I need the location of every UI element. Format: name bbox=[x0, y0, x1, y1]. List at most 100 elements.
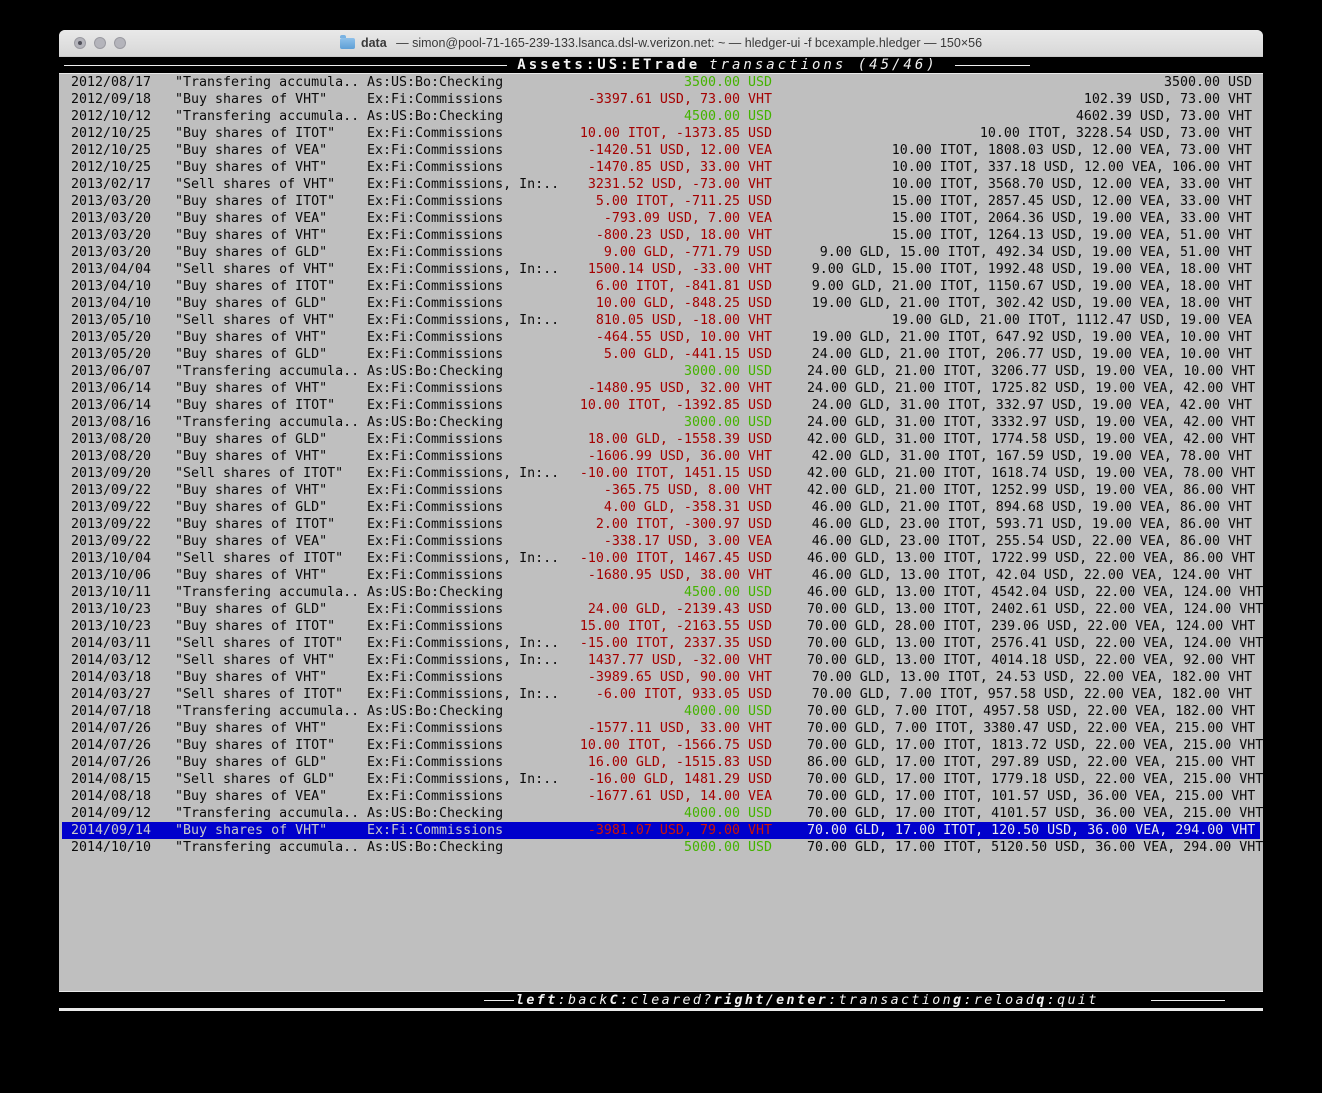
transaction-row[interactable]: 2013/09/22 "Buy shares of VHT" Ex:Fi:Commi… bbox=[59, 482, 1263, 499]
transaction-description: "Buy shares of VHT" bbox=[175, 670, 328, 685]
transaction-row[interactable]: 2013/06/07 "Transfering accumula.. As:US:B… bbox=[59, 363, 1263, 380]
transaction-running-balance: 10.00 ITOT, 1808.03 USD, 12.00 VEA, 73.0… bbox=[891, 143, 1252, 158]
transaction-row[interactable]: 2013/10/06 "Buy shares of VHT" Ex:Fi:Commi… bbox=[59, 567, 1263, 584]
transaction-running-balance: 46.00 GLD, 13.00 ITOT, 1722.99 USD, 22.0… bbox=[807, 551, 1256, 566]
close-button[interactable] bbox=[74, 37, 86, 49]
transaction-row[interactable]: 2013/09/22 "Buy shares of VEA" Ex:Fi:Commi… bbox=[59, 533, 1263, 550]
transaction-row[interactable]: 2012/10/25 "Buy shares of ITOT" Ex:Fi:Comm… bbox=[59, 125, 1263, 142]
transaction-row[interactable]: 2014/03/18 "Buy shares of VHT" Ex:Fi:Commi… bbox=[59, 669, 1263, 686]
transaction-running-balance: 102.39 USD, 73.00 VHT bbox=[1083, 92, 1252, 107]
transaction-other-accounts: Ex:Fi:Commissions bbox=[367, 602, 504, 617]
transaction-row[interactable]: 2013/10/23 "Buy shares of ITOT" Ex:Fi:Comm… bbox=[59, 618, 1263, 635]
footer-key-desc: :quit bbox=[1046, 992, 1099, 1008]
footer-key-desc: :cleared? bbox=[620, 992, 714, 1008]
transaction-running-balance: 86.00 GLD, 17.00 ITOT, 297.89 USD, 22.00… bbox=[807, 755, 1256, 770]
transaction-other-accounts: Ex:Fi:Commissions bbox=[367, 398, 504, 413]
transaction-change-amount: 1437.77 USD, -32.00 VHT bbox=[587, 653, 772, 668]
transaction-change-amount: -10.00 ITOT, 1451.15 USD bbox=[579, 466, 772, 481]
transaction-change-amount: -3989.65 USD, 90.00 VHT bbox=[587, 670, 772, 685]
transaction-row[interactable]: 2013/04/10 "Buy shares of ITOT" Ex:Fi:Comm… bbox=[59, 278, 1263, 295]
transaction-row[interactable]: 2012/10/25 "Buy shares of VHT" Ex:Fi:Commi… bbox=[59, 159, 1263, 176]
transaction-running-balance: 70.00 GLD, 13.00 ITOT, 24.53 USD, 22.00 … bbox=[811, 670, 1252, 685]
transaction-row[interactable]: 2013/09/20 "Sell shares of ITOT" Ex:Fi:Com… bbox=[59, 465, 1263, 482]
transaction-running-balance: 15.00 ITOT, 1264.13 USD, 19.00 VEA, 51.0… bbox=[891, 228, 1252, 243]
transaction-other-accounts: Ex:Fi:Commissions, In:.. bbox=[367, 551, 560, 566]
titlebar[interactable]: data — simon@pool-71-165-239-133.lsanca.… bbox=[59, 30, 1263, 57]
transaction-row[interactable]: 2013/02/17 "Sell shares of VHT" Ex:Fi:Comm… bbox=[59, 176, 1263, 193]
transaction-row[interactable]: 2012/09/18 "Buy shares of VHT" Ex:Fi:Commi… bbox=[59, 91, 1263, 108]
transaction-row[interactable]: 2014/07/26 "Buy shares of VHT" Ex:Fi:Commi… bbox=[59, 720, 1263, 737]
transaction-running-balance: 70.00 GLD, 13.00 ITOT, 2576.41 USD, 22.0… bbox=[807, 636, 1263, 651]
transaction-row[interactable]: 2013/06/14 "Buy shares of ITOT" Ex:Fi:Comm… bbox=[59, 397, 1263, 414]
transaction-row[interactable]: 2014/10/10 "Transfering accumula.. As:US:B… bbox=[59, 839, 1263, 856]
transaction-description: "Sell shares of ITOT" bbox=[175, 551, 344, 566]
transaction-change-amount: 810.05 USD, -18.00 VHT bbox=[595, 313, 772, 328]
transaction-row[interactable]: 2013/08/20 "Buy shares of GLD" Ex:Fi:Commi… bbox=[59, 431, 1263, 448]
footer-key: right/enter bbox=[713, 992, 829, 1008]
transaction-other-accounts: Ex:Fi:Commissions bbox=[367, 160, 504, 175]
transaction-row[interactable]: 2014/08/18 "Buy shares of VEA" Ex:Fi:Commi… bbox=[59, 788, 1263, 805]
transaction-running-balance: 46.00 GLD, 21.00 ITOT, 894.68 USD, 19.00… bbox=[811, 500, 1252, 515]
transaction-row[interactable]: 2013/05/10 "Sell shares of VHT" Ex:Fi:Comm… bbox=[59, 312, 1263, 329]
transaction-row[interactable]: 2013/03/20 "Buy shares of ITOT" Ex:Fi:Comm… bbox=[59, 193, 1263, 210]
transaction-change-amount: -1677.61 USD, 14.00 VEA bbox=[587, 789, 772, 804]
transaction-row[interactable]: 2014/07/26 "Buy shares of ITOT" Ex:Fi:Comm… bbox=[59, 737, 1263, 754]
transaction-change-amount: 4500.00 USD bbox=[683, 109, 772, 124]
transaction-row[interactable]: 2013/03/20 "Buy shares of VHT" Ex:Fi:Commi… bbox=[59, 227, 1263, 244]
transaction-row[interactable]: 2012/08/17 "Transfering accumula.. As:US:B… bbox=[59, 74, 1263, 91]
transaction-row[interactable]: 2013/10/23 "Buy shares of GLD" Ex:Fi:Commi… bbox=[59, 601, 1263, 618]
transactions-list[interactable]: 2012/08/17 "Transfering accumula.. As:US:B… bbox=[59, 74, 1263, 856]
zoom-button[interactable] bbox=[114, 37, 126, 49]
transaction-row[interactable]: 2013/10/04 "Sell shares of ITOT" Ex:Fi:Com… bbox=[59, 550, 1263, 567]
transaction-row[interactable]: 2013/09/22 "Buy shares of ITOT" Ex:Fi:Comm… bbox=[59, 516, 1263, 533]
transaction-change-amount: 3000.00 USD bbox=[683, 415, 772, 430]
transaction-row[interactable]: 2013/05/20 "Buy shares of VHT" Ex:Fi:Commi… bbox=[59, 329, 1263, 346]
transaction-date: 2013/03/20 bbox=[71, 245, 152, 260]
transaction-row[interactable]: 2013/03/20 "Buy shares of GLD" Ex:Fi:Commi… bbox=[59, 244, 1263, 261]
minimize-button[interactable] bbox=[94, 37, 106, 49]
transaction-date: 2014/03/18 bbox=[71, 670, 152, 685]
transaction-other-accounts: As:US:Bo:Checking bbox=[367, 806, 504, 821]
transaction-row[interactable]: 2013/08/16 "Transfering accumula.. As:US:B… bbox=[59, 414, 1263, 431]
transaction-row[interactable]: 2014/03/12 "Sell shares of VHT" Ex:Fi:Comm… bbox=[59, 652, 1263, 669]
footer-keybar: left:back C:cleared? right/enter:transac… bbox=[59, 991, 1263, 1009]
transaction-other-accounts: Ex:Fi:Commissions bbox=[367, 330, 504, 345]
transaction-row[interactable]: 2014/03/27 "Sell shares of ITOT" Ex:Fi:Com… bbox=[59, 686, 1263, 703]
transaction-date: 2013/03/20 bbox=[71, 211, 152, 226]
transaction-row[interactable]: 2013/04/04 "Sell shares of VHT" Ex:Fi:Comm… bbox=[59, 261, 1263, 278]
transaction-running-balance: 42.00 GLD, 31.00 ITOT, 167.59 USD, 19.00… bbox=[811, 449, 1252, 464]
transaction-running-balance: 10.00 ITOT, 3568.70 USD, 12.00 VEA, 33.0… bbox=[891, 177, 1252, 192]
transaction-other-accounts: Ex:Fi:Commissions bbox=[367, 789, 504, 804]
transaction-row[interactable]: 2012/10/25 "Buy shares of VEA" Ex:Fi:Commi… bbox=[59, 142, 1263, 159]
transaction-date: 2013/05/10 bbox=[71, 313, 152, 328]
transaction-description: "Sell shares of VHT" bbox=[175, 177, 336, 192]
transaction-row[interactable]: 2013/03/20 "Buy shares of VEA" Ex:Fi:Commi… bbox=[59, 210, 1263, 227]
transaction-row[interactable]: 2013/10/11 "Transfering accumula.. As:US:B… bbox=[59, 584, 1263, 601]
transaction-row[interactable]: 2013/06/14 "Buy shares of VHT" Ex:Fi:Commi… bbox=[59, 380, 1263, 397]
transaction-description: "Sell shares of ITOT" bbox=[175, 466, 344, 481]
footer-rule-left bbox=[484, 1000, 514, 1001]
transaction-change-amount: 4.00 GLD, -358.31 USD bbox=[603, 500, 772, 515]
transaction-change-amount: -793.09 USD, 7.00 VEA bbox=[603, 211, 772, 226]
transaction-change-amount: -365.75 USD, 8.00 VHT bbox=[603, 483, 772, 498]
transaction-row[interactable]: 2014/03/11 "Sell shares of ITOT" Ex:Fi:Com… bbox=[59, 635, 1263, 652]
transaction-row[interactable]: 2013/05/20 "Buy shares of GLD" Ex:Fi:Commi… bbox=[59, 346, 1263, 363]
transaction-running-balance: 70.00 GLD, 13.00 ITOT, 4014.18 USD, 22.0… bbox=[807, 653, 1256, 668]
transaction-change-amount: -16.00 GLD, 1481.29 USD bbox=[587, 772, 772, 787]
transaction-row[interactable]: 2014/09/12 "Transfering accumula.. As:US:B… bbox=[59, 805, 1263, 822]
transaction-date: 2013/08/20 bbox=[71, 432, 152, 447]
transaction-row[interactable]: 2013/09/22 "Buy shares of GLD" Ex:Fi:Commi… bbox=[59, 499, 1263, 516]
transaction-change-amount: 4500.00 USD bbox=[683, 585, 772, 600]
transaction-row[interactable]: 2013/04/10 "Buy shares of GLD" Ex:Fi:Commi… bbox=[59, 295, 1263, 312]
transaction-running-balance: 70.00 GLD, 17.00 ITOT, 4101.57 USD, 36.0… bbox=[807, 806, 1263, 821]
window-title-doc: data bbox=[360, 36, 387, 50]
transaction-row[interactable]: 2013/08/20 "Buy shares of VHT" Ex:Fi:Commi… bbox=[59, 448, 1263, 465]
transaction-row[interactable]: 2012/10/12 "Transfering accumula.. As:US:B… bbox=[59, 108, 1263, 125]
transaction-row[interactable]: 2014/08/15 "Sell shares of GLD" Ex:Fi:Comm… bbox=[59, 771, 1263, 788]
transaction-date: 2014/07/26 bbox=[71, 721, 152, 736]
transaction-row[interactable]: 2014/07/26 "Buy shares of GLD" Ex:Fi:Commi… bbox=[59, 754, 1263, 771]
transaction-date: 2014/07/26 bbox=[71, 738, 152, 753]
transaction-change-amount: -1470.85 USD, 33.00 VHT bbox=[587, 160, 772, 175]
transaction-row-selected[interactable]: 2014/09/14 "Buy shares of VHT" Ex:Fi:Commi… bbox=[62, 822, 1260, 839]
transaction-row[interactable]: 2014/07/18 "Transfering accumula.. As:US:B… bbox=[59, 703, 1263, 720]
